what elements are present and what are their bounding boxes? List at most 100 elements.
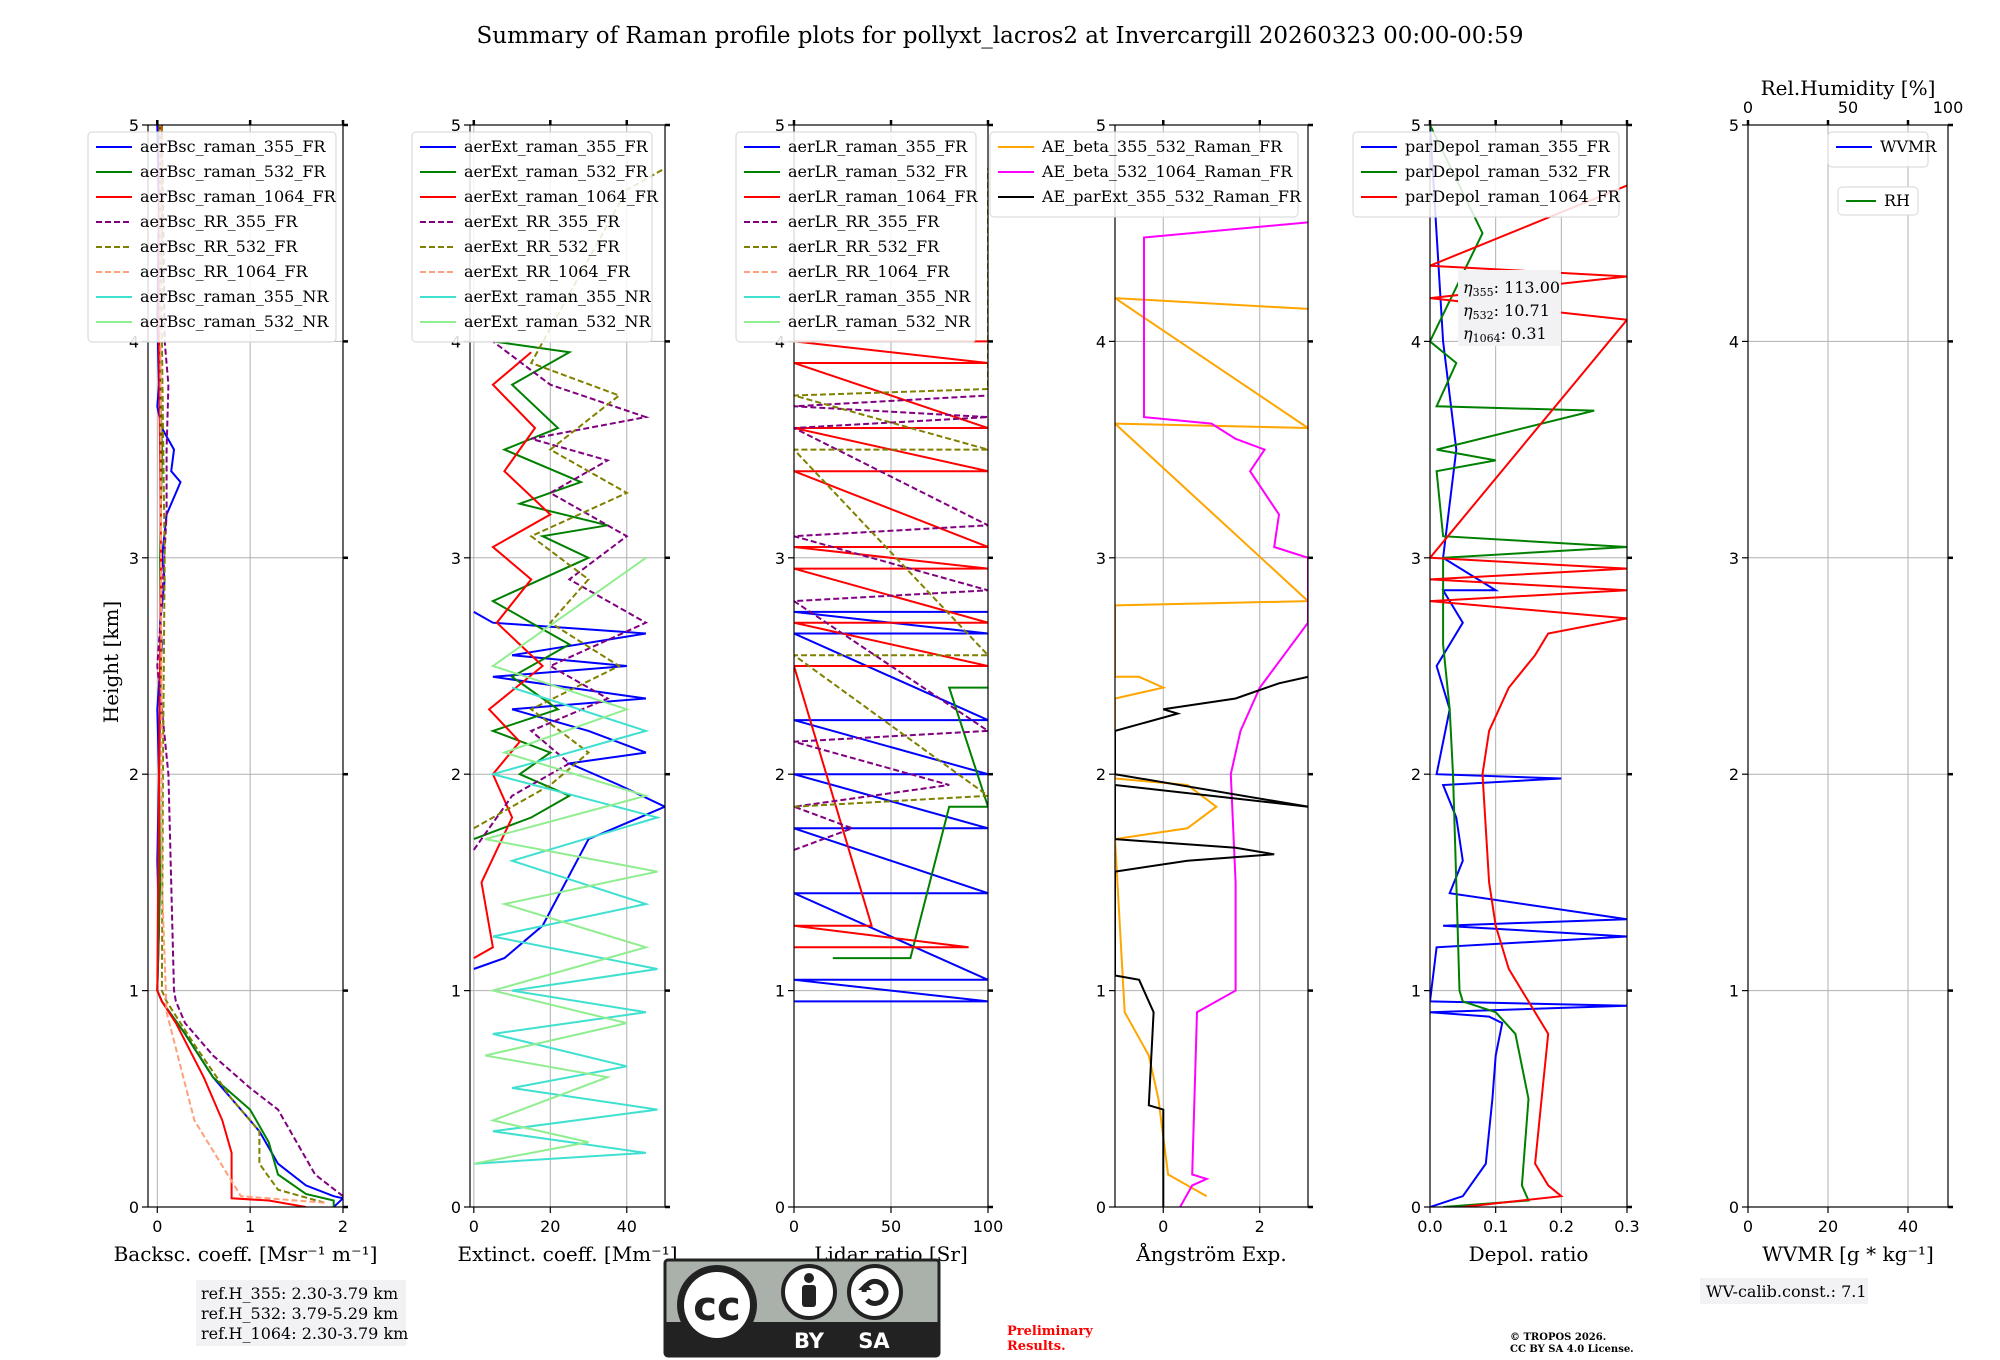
- y-tick-label: 0: [1411, 1198, 1421, 1217]
- legend-entry: aerExt_raman_1064_FR: [464, 187, 659, 206]
- series-group: [1115, 221, 1308, 1207]
- legend-entry: aerLR_raman_1064_FR: [788, 187, 978, 206]
- y-tick-label: 2: [1411, 765, 1421, 784]
- copyright-line-2: CC BY SA 4.0 License.: [1510, 1344, 1634, 1355]
- series-line-aerLR_RR_355_FR: [794, 394, 988, 851]
- y-tick-label: 0: [1096, 1198, 1106, 1217]
- legend: aerBsc_raman_355_FR aerBsc_raman_532_FRae…: [87, 131, 337, 343]
- eta-sub: 355: [1473, 286, 1494, 299]
- legend-entry: aerBsc_raman_532_NR: [140, 312, 329, 331]
- series-group: [472, 167, 665, 1165]
- legend-entry: aerBsc_raman_355_FR: [140, 137, 326, 156]
- series-line-aerLR_RR_532_FR: [794, 168, 988, 808]
- series-line-aerBsc_RR_1064_FR: [159, 125, 325, 1204]
- legend-frame: [87, 131, 337, 343]
- series-group: [794, 168, 988, 1003]
- y-tick-label: 2: [1096, 765, 1106, 784]
- y-tick-label: 5: [1729, 116, 1739, 135]
- panel-depol: 0 1 2 3 4 5 0.0 0.1 0.2 0.3 Depol. ratio parDepol_r…: [1352, 116, 1640, 1266]
- y-tick-label: 3: [129, 549, 139, 568]
- legend-entry: AE_beta_532_1064_Raman_FR: [1041, 162, 1293, 181]
- share-alike-icon: [847, 1264, 903, 1320]
- legend-entry: aerExt_RR_532_FR: [464, 237, 621, 256]
- legend-frame: [735, 131, 977, 343]
- eta-sym: η: [1463, 301, 1473, 320]
- series-line-parDepol_raman_355_FR: [1430, 125, 1627, 1207]
- legend-frame: [1352, 131, 1620, 218]
- eta-sub: 1064: [1473, 332, 1501, 345]
- legend-entry: aerExt_raman_532_FR: [464, 162, 649, 181]
- eta-value: : 113.00: [1494, 278, 1560, 297]
- y-tick-label: 0: [775, 1198, 785, 1217]
- eta-sym: η: [1463, 278, 1473, 297]
- legend: parDepol_raman_355_FR parDepol_raman_532_…: [1352, 131, 1621, 218]
- series-group: [156, 125, 343, 1207]
- y-tick-label: 1: [129, 982, 139, 1001]
- panels: 012345012Backsc. coeff. [Msr⁻¹ m⁻¹]aerBs…: [87, 76, 1963, 1266]
- legend-entry: aerExt_raman_532_NR: [464, 312, 652, 331]
- legend: aerExt_raman_355_FR aerExt_raman_532_FRae…: [411, 131, 659, 343]
- x-tick-label: 0.2: [1549, 1217, 1574, 1236]
- y-tick-label: 5: [775, 116, 785, 135]
- top-axis-label: Rel.Humidity [%]: [1761, 76, 1936, 100]
- svg-text:η355: 113.00: η355: 113.00: [1463, 278, 1560, 299]
- top-tick-label: 50: [1838, 98, 1858, 117]
- legend-entry: aerLR_raman_355_FR: [788, 137, 968, 156]
- legend: aerLR_raman_355_FR aerLR_raman_532_FR aerL…: [735, 131, 978, 343]
- top-tick-label: 100: [1933, 98, 1964, 117]
- x-tick-label: 0: [1743, 1217, 1753, 1236]
- x-tick-label: 100: [973, 1217, 1004, 1236]
- y-tick-label: 4: [1411, 332, 1421, 351]
- legend-frame: [1837, 186, 1919, 216]
- reference-height-box: ref.H_355: 2.30-3.79 km ref.H_532: 3.79-…: [196, 1280, 408, 1346]
- legend-entry: parDepol_raman_1064_FR: [1405, 187, 1621, 206]
- series-line-aerExt_raman_532_FR: [473, 340, 608, 841]
- eta-sym: η: [1463, 324, 1473, 343]
- x-tick-label: 2: [338, 1217, 348, 1236]
- figure-title: Summary of Raman profile plots for polly…: [477, 23, 1524, 49]
- series-line-aerExt_RR_532_FR: [473, 167, 665, 830]
- svg-text:η532: 10.71: η532: 10.71: [1463, 301, 1550, 322]
- y-tick-label: 3: [1411, 549, 1421, 568]
- x-axis-label: Depol. ratio: [1469, 1242, 1589, 1266]
- legend-top: RH: [1837, 186, 1919, 216]
- y-tick-label: 1: [1096, 982, 1106, 1001]
- legend-entry: aerBsc_raman_355_NR: [140, 287, 329, 306]
- series-line-parDepol_raman_1064_FR: [1430, 184, 1627, 1207]
- x-axis-label: WVMR [g * kg⁻¹]: [1762, 1242, 1934, 1266]
- y-tick-label: 0: [129, 1198, 139, 1217]
- x-tick-label: 0: [1158, 1217, 1168, 1236]
- y-tick-label: 3: [1096, 549, 1106, 568]
- legend: WVMR: [1827, 131, 1937, 168]
- legend-entry: aerBsc_RR_355_FR: [140, 212, 298, 231]
- legend-entry: aerLR_raman_355_NR: [788, 287, 971, 306]
- wv-calibration-text: WV-calib.const.: 7.1: [1706, 1282, 1867, 1301]
- y-tick-label: 4: [1096, 332, 1106, 351]
- y-tick-label: 1: [451, 982, 461, 1001]
- x-tick-label: 0.0: [1417, 1217, 1442, 1236]
- y-tick-label: 5: [129, 116, 139, 135]
- y-tick-label: 3: [451, 549, 461, 568]
- y-tick-label: 5: [451, 116, 461, 135]
- series-line-aerExt_RR_355_FR: [472, 340, 650, 851]
- legend-entry: WVMR: [1880, 137, 1937, 156]
- x-axis-label: Backsc. coeff. [Msr⁻¹ m⁻¹]: [114, 1242, 378, 1266]
- series-line-aerBsc_RR_355_FR: [156, 125, 343, 1197]
- legend: AE_beta_355_532_Raman_FR AE_beta_532_1064…: [989, 131, 1302, 218]
- x-tick-label: 40: [1898, 1217, 1918, 1236]
- legend-entry: aerLR_raman_532_NR: [788, 312, 971, 331]
- x-tick-label: 2: [1255, 1217, 1265, 1236]
- legend-entry: aerBsc_RR_1064_FR: [140, 262, 309, 281]
- copyright-line-1: © TROPOS 2026.: [1510, 1332, 1606, 1343]
- y-tick-label: 2: [451, 765, 461, 784]
- series-line-AE_beta_355_532_Raman_FR: [1115, 297, 1308, 1198]
- x-tick-label: 50: [881, 1217, 901, 1236]
- axes-frame: [1429, 124, 1628, 1208]
- y-tick-label: 5: [1096, 116, 1106, 135]
- y-tick-label: 3: [775, 549, 785, 568]
- legend-entry: aerExt_RR_355_FR: [464, 212, 621, 231]
- legend-entry: aerLR_raman_532_FR: [788, 162, 968, 181]
- series-line-aerExt_raman_355_NR: [473, 686, 662, 1165]
